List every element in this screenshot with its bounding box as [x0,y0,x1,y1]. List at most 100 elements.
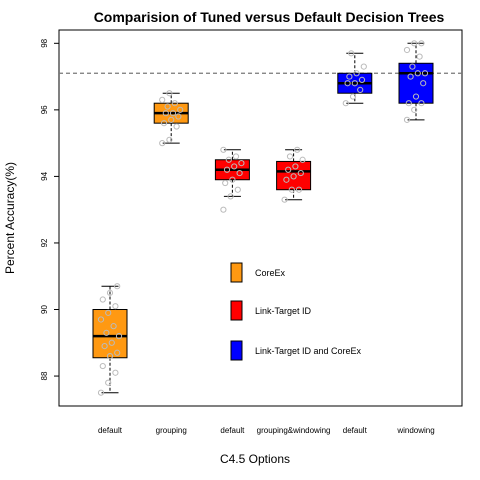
data-point [108,339,115,346]
data-point [294,146,301,153]
data-point [234,186,241,193]
data-point [285,166,292,173]
data-point [238,159,245,167]
data-point [160,120,168,127]
data-point [97,389,105,396]
data-point [112,303,119,310]
data-point [223,166,231,173]
data-point [403,46,411,54]
data-point [164,103,171,110]
data-point [225,156,232,163]
data-point [175,113,182,120]
data-point [112,369,119,376]
x-tick-label: default [98,426,123,435]
legend: CoreEx Link-Target ID Link-Target ID and C… [230,262,362,361]
data-point [342,100,349,107]
data-point [295,186,303,193]
legend-label: CoreEx [255,268,286,278]
data-point [349,93,357,100]
data-point [405,100,412,107]
chart-title: Comparision of Tuned versus Default Deci… [94,9,445,25]
legend-swatch [230,262,243,283]
box-iqr [398,62,434,104]
x-tick-label: grouping [156,426,187,435]
data-point [162,110,169,117]
y-axis-label: Percent Accuracy(%) [3,162,17,274]
data-point [357,86,364,93]
data-point [344,80,351,87]
data-point [348,50,355,57]
data-point [222,179,229,187]
data-point [292,163,299,170]
y-axis: 88 90 92 94 96 98 [40,38,59,381]
data-point [177,106,184,113]
data-point [106,352,114,360]
x-tick-label: default [220,426,245,435]
data-point [351,80,358,87]
data-point [227,193,234,200]
data-point [166,136,173,143]
data-point [283,176,290,183]
data-point [236,169,243,177]
data-point [412,93,420,100]
y-tick-label: 98 [40,38,49,47]
data-point [403,116,411,123]
x-tick-label: default [343,426,368,435]
data-point [346,73,353,80]
box-4 [276,146,312,203]
data-point [232,153,240,160]
data-point [159,96,166,103]
legend-swatch [230,340,243,361]
box-2 [153,90,189,147]
data-point [288,186,295,193]
data-point [229,176,236,183]
y-tick-label: 96 [40,105,49,114]
data-point [421,70,429,77]
box-1 [92,283,128,396]
data-point [231,163,238,170]
data-point [168,116,175,123]
boxes-group [92,40,434,396]
box-5 [337,50,373,107]
box-iqr [276,160,312,191]
x-tick-label: grouping&windowing [257,426,331,435]
data-point [353,70,360,77]
y-tick-label: 94 [40,171,49,180]
data-point [99,362,106,370]
data-point [99,296,106,303]
data-point [115,333,123,340]
data-point [110,323,117,330]
data-point [97,316,105,323]
data-point [173,123,180,130]
data-point [418,40,425,47]
data-point [281,196,288,203]
data-point [290,173,297,180]
data-point [101,343,108,350]
data-point [105,309,112,316]
data-point [299,156,306,163]
data-point [106,289,114,296]
data-point [420,80,427,87]
data-point [286,153,294,160]
data-point [411,40,418,47]
x-axis-label: C4.5 Options [220,452,290,466]
data-point [114,283,121,290]
data-point [360,63,367,70]
box-3 [214,146,250,213]
plot-area-frame [58,29,463,407]
data-point [409,63,416,70]
data-point [159,140,166,147]
data-point [220,206,227,213]
x-axis-ticks: default grouping default grouping&windowing… [98,426,435,435]
data-point [416,53,423,60]
data-point [114,349,121,356]
x-tick-label: windowing [396,426,434,435]
y-tick-label: 90 [40,305,49,314]
data-point [407,73,414,80]
y-tick-label: 88 [40,371,49,380]
data-point [105,379,112,386]
y-tick-label: 92 [40,238,49,247]
data-point [169,110,177,117]
data-point [220,146,227,153]
